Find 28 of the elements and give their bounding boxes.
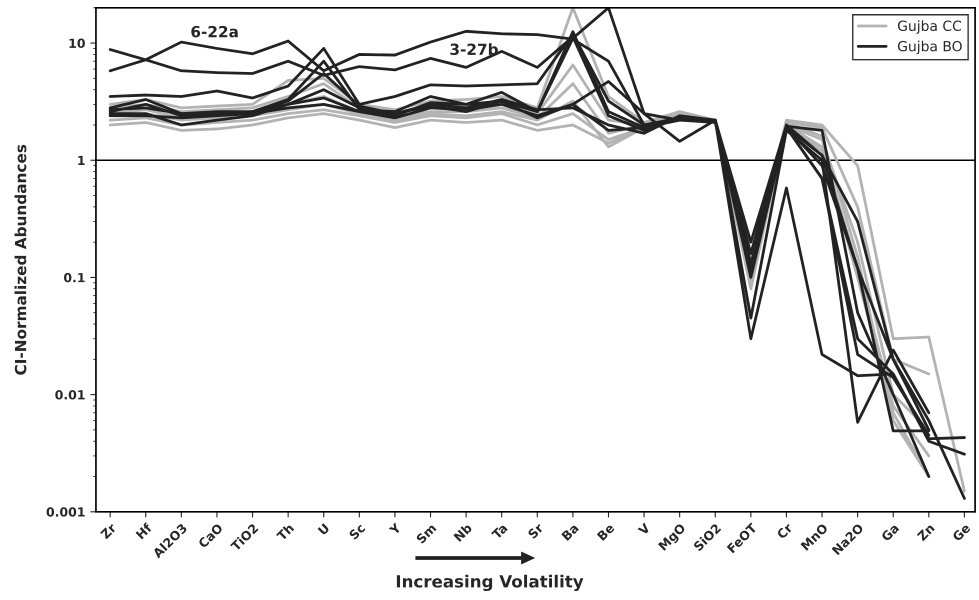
x-tick-label: Be (596, 522, 615, 541)
x-tick-label: Cr (776, 522, 794, 540)
x-tick-label: Sc (348, 522, 366, 540)
x-tick-label: Ga (880, 523, 900, 542)
y-tick-label: 10 (70, 38, 85, 48)
x-tick-label: V (638, 522, 651, 536)
x-tick-label: Zn (916, 523, 935, 542)
x-tick-label: Th (276, 522, 294, 542)
x-tick-label: Sm (416, 523, 437, 544)
y-tick-label: 0.1 (64, 272, 85, 282)
annotation: 3-27b (450, 43, 498, 56)
x-tick-label: Ge (952, 522, 971, 542)
x-tick-label: Ta (491, 523, 508, 540)
x-tick-label: U (318, 523, 330, 536)
x-tick-label: Zr (100, 522, 117, 540)
y-tick-label: 0.001 (46, 507, 85, 517)
y-tick-label: 1 (78, 156, 85, 166)
x-tick-label: Hf (135, 522, 153, 540)
x-tick-label: Nb (453, 522, 473, 542)
x-tick-label: Ba (561, 523, 580, 541)
annotation: 6-22a (191, 26, 238, 38)
legend-label: Gujba BO (898, 40, 962, 54)
y-tick-label: 0.01 (55, 390, 85, 400)
x-tick-label: Y (388, 522, 402, 536)
x-tick-label: Sr (527, 522, 544, 540)
y-axis-title: CI-Normalized Abundances (14, 144, 26, 375)
legend-label: Gujba CC (898, 20, 962, 34)
x-axis-title: Increasing Volatility (396, 574, 584, 591)
